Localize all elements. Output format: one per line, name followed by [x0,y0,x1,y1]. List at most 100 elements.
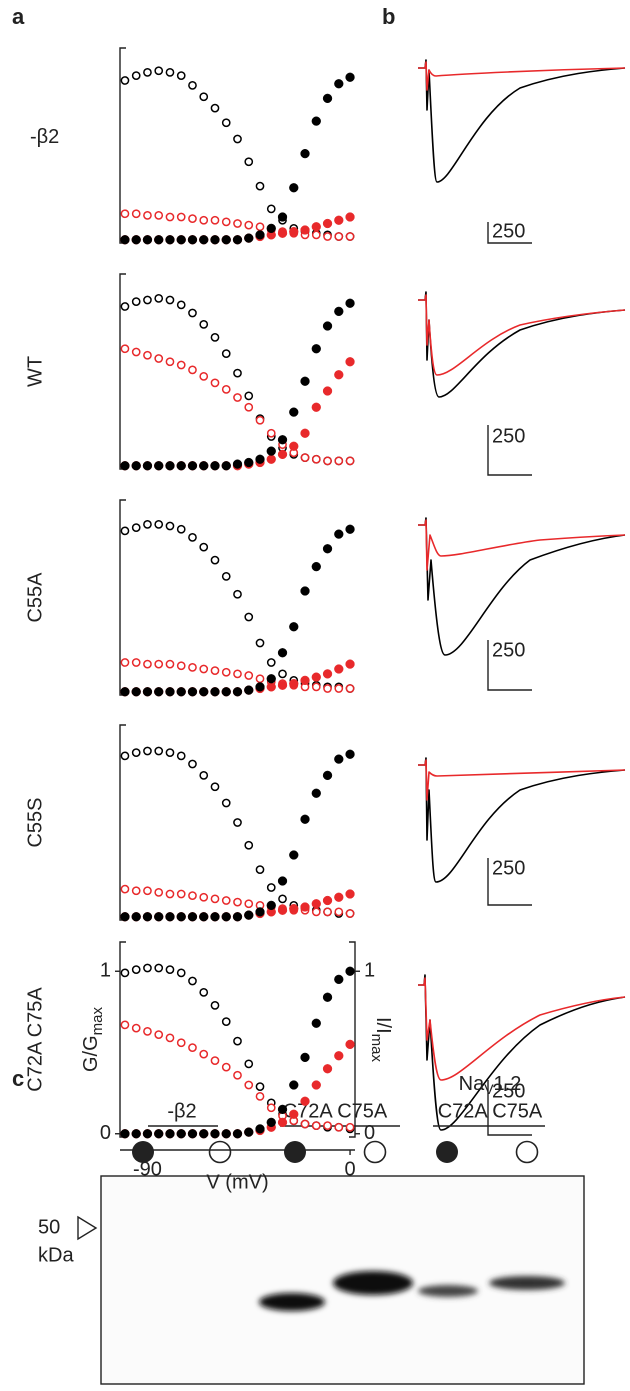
point [334,907,344,917]
point [232,912,243,922]
y-tick-label: 0 [100,1122,111,1144]
point [255,415,265,425]
point [154,66,164,76]
point [322,895,333,906]
point [176,1038,186,1048]
scale-label: 250 [492,220,525,242]
row-label: C72A C75A [24,987,46,1092]
point [165,357,175,367]
point [221,118,231,128]
point [311,222,321,232]
point [266,223,276,234]
point [154,520,164,529]
point [255,674,265,684]
point [311,116,321,126]
point [154,746,164,756]
scale-bars: 250 250 250 250 250 [487,220,532,1136]
point [300,453,310,462]
point [322,669,333,679]
row-label: -β2 [30,126,59,148]
point [165,235,175,245]
point [221,1129,231,1139]
point [154,1030,164,1039]
point [221,912,231,922]
point [311,907,321,917]
x-tick-label: 0 [344,1158,355,1180]
point [266,674,276,684]
point [244,840,254,850]
point [143,68,152,77]
point [255,1082,265,1091]
point [120,461,130,471]
point [255,230,265,240]
band [333,1271,413,1295]
point [199,771,209,780]
lane-marker [208,1140,232,1164]
point [221,1017,231,1026]
point [266,454,276,464]
point [277,905,288,915]
group-label: -β2 [167,1100,196,1122]
point [277,680,288,690]
point [199,372,209,381]
point [131,912,141,922]
point [210,1056,220,1065]
point [188,533,197,542]
point [255,181,265,191]
point [289,1109,299,1119]
point [300,148,310,159]
point [233,669,242,679]
point [345,456,355,466]
point [210,687,220,697]
point [165,68,175,77]
point [334,370,344,380]
size-marker: 50 [38,1216,60,1238]
point [221,798,231,808]
point [165,965,175,974]
point [188,81,197,90]
point [165,461,175,471]
channel-name: Na [459,1073,485,1095]
point [165,687,175,697]
point [154,687,164,697]
point [233,219,242,228]
y2-label-main: I/I [372,1017,394,1034]
point [120,658,130,667]
point [300,1096,310,1106]
point [120,209,130,219]
point [187,1129,198,1139]
point [199,1049,209,1059]
point [131,1023,141,1033]
point [255,1092,265,1101]
x-axis-label: V (mV) [206,1171,268,1193]
point [165,659,175,669]
point [311,402,321,412]
point [120,1129,130,1139]
panel-letter: b [382,4,395,29]
channel-label: NaV1.2 [459,1073,522,1096]
point [244,1080,254,1090]
trace [418,61,626,91]
point [176,912,186,922]
point [154,1129,164,1139]
trace [418,294,626,376]
point [345,357,355,367]
blot-panel: -β2 C72A C75A NaV1.2 C72A C75A 50 kDa [38,1073,585,1385]
point [143,520,152,529]
point [199,892,209,902]
point [131,461,141,471]
traces [418,59,626,1131]
point [154,461,164,471]
point [187,912,198,922]
point [154,912,164,922]
point [131,209,141,219]
plot: C55S [24,724,355,922]
point [311,1080,321,1090]
point [323,232,332,241]
point [232,235,243,245]
lane-marker [132,1141,154,1163]
point [188,759,197,769]
point [210,461,220,471]
point [210,894,220,904]
